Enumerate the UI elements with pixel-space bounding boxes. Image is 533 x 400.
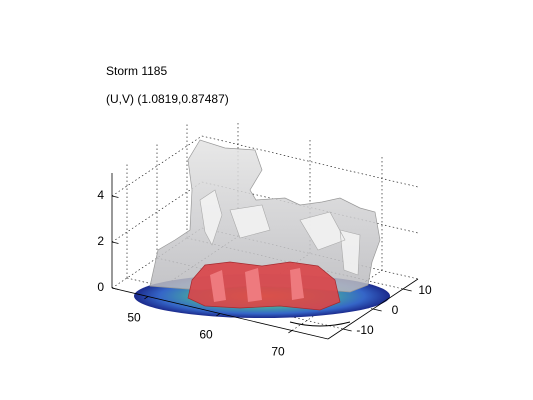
- core-highlights: [210, 268, 304, 302]
- z-tick: [111, 195, 119, 198]
- z-tick-label: 4: [97, 188, 104, 202]
- x-tick-label: 70: [271, 345, 285, 359]
- y-tick: [402, 288, 412, 292]
- x-tick-label: 60: [199, 328, 213, 342]
- chart-subtitle: (U,V) (1.0819,0.87487): [106, 92, 229, 106]
- z-tick-label: 2: [97, 234, 104, 248]
- z-tick: [111, 287, 119, 290]
- x-tick: [216, 313, 221, 317]
- x-tick: [144, 296, 149, 300]
- y-tick-label: 10: [418, 283, 432, 297]
- z-tick: [111, 241, 119, 244]
- y-tick: [372, 308, 382, 312]
- motion-arc: [289, 321, 351, 327]
- cloud-highlights: [199, 189, 361, 276]
- axes: 50 60 70 -10 0 10 0 2 4: [97, 173, 432, 359]
- storm-surfaces: [134, 139, 390, 327]
- core-isosurface: [187, 261, 341, 311]
- z-tick-label: 0: [97, 280, 104, 294]
- y-tick-label: -10: [356, 323, 374, 337]
- x-tick-label: 50: [127, 311, 141, 325]
- chart-title: Storm 1185: [106, 64, 167, 78]
- grid-line: [201, 135, 419, 188]
- y-tick-label: 0: [392, 303, 399, 317]
- y-tick: [342, 328, 352, 332]
- x-tick: [288, 330, 293, 334]
